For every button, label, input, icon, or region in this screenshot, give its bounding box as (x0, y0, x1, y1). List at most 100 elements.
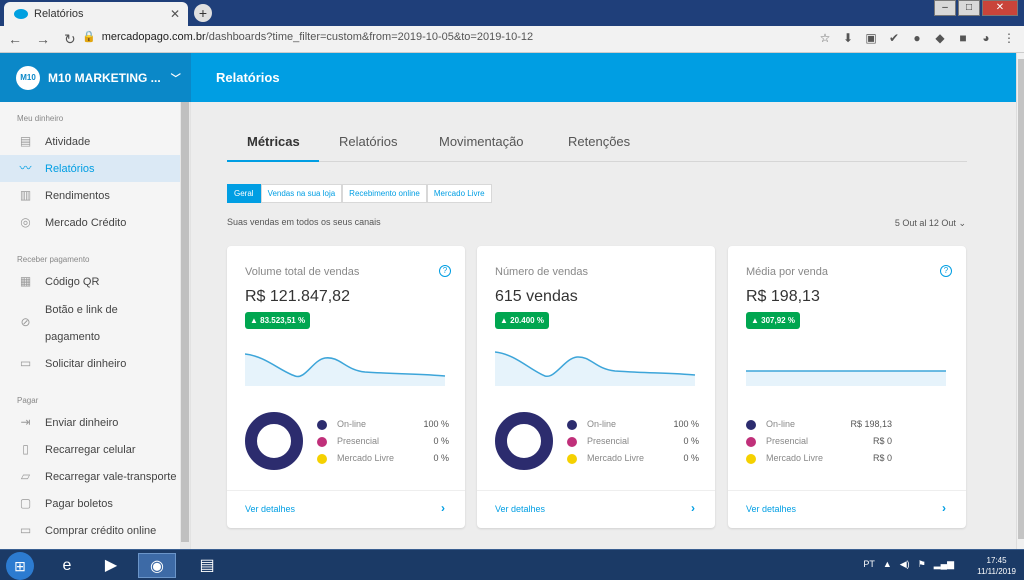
system-clock[interactable]: 17:45 11/11/2019 (977, 555, 1016, 577)
ver-detalhes-link[interactable]: Ver detalhes (245, 504, 296, 514)
chevron-right-icon[interactable]: › (441, 501, 445, 515)
clock-time: 17:45 (986, 556, 1007, 565)
internet-explorer-icon[interactable]: e (62, 557, 72, 574)
tray-expand-icon[interactable]: ▲ (882, 559, 892, 569)
sparkline-area (495, 352, 695, 386)
card-footer[interactable]: Ver detalhes › (227, 490, 465, 528)
sidebar-item-label: Solicitar dinheiro (45, 357, 127, 370)
sidebar-item-relatorios[interactable]: 〰 Relatórios (0, 155, 180, 182)
sidebar-scrollbar-thumb[interactable] (181, 102, 189, 542)
language-indicator[interactable]: PT (863, 559, 875, 569)
browser-tab[interactable]: Relatórios ✕ (4, 2, 188, 26)
filter-geral[interactable]: Geral (227, 184, 261, 203)
start-button-icon[interactable]: ⊞ (6, 552, 34, 580)
chevron-down-icon: ﹀ (170, 74, 181, 85)
back-icon[interactable]: ← (8, 31, 22, 47)
box-extension-icon[interactable]: ■ (959, 31, 967, 45)
help-icon[interactable]: ? (439, 265, 451, 277)
puzzle-extension-icon[interactable]: ◆ (935, 31, 945, 45)
sidebar-item-vale-transporte[interactable]: ▱ Recarregar vale-transporte (0, 463, 180, 490)
close-tab-icon[interactable]: ✕ (169, 7, 180, 21)
new-tab-button[interactable]: + (194, 4, 212, 22)
sidebar-item-label: Pagar boletos (45, 497, 113, 510)
sidebar-item-label: Recarregar vale-transporte (45, 470, 177, 483)
sidebar-item-codigo-qr[interactable]: ▦ Código QR (0, 268, 180, 295)
reload-icon[interactable]: ↻ (64, 31, 76, 47)
filter-recebimento-online[interactable]: Recebimento online (342, 184, 427, 203)
sidebar-item-botao-link[interactable]: ⊘ Botão e link de pagamento (0, 295, 180, 349)
window-controls: – □ ✕ (932, 0, 1018, 16)
volume-icon[interactable]: ◀) (899, 559, 910, 569)
sidebar-item-enviar-dinheiro[interactable]: ⇥ Enviar dinheiro (0, 409, 180, 436)
channel-donut-chart (495, 412, 553, 470)
sparkline-area (746, 371, 946, 386)
legend-label: Presencial (337, 436, 380, 446)
media-player-icon[interactable]: ▶ (104, 557, 118, 574)
circle-extension-icon[interactable]: ● (913, 31, 921, 45)
minimize-button[interactable]: – (934, 0, 956, 16)
bookmark-star-icon[interactable]: ☆ (819, 31, 831, 45)
date-range-selector[interactable]: 5 Out al 12 Out ⌄ (895, 218, 966, 229)
ver-detalhes-link[interactable]: Ver detalhes (746, 504, 797, 514)
sidebar: Meu dinheiro ▤ Atividade 〰 Relatórios ▥ … (0, 102, 191, 549)
card-icon: ▭ (19, 523, 32, 537)
maximize-button[interactable]: □ (958, 0, 980, 16)
network-icon[interactable]: ▂▄▆ (933, 559, 954, 569)
legend-dot (746, 420, 756, 430)
tab-relatorios[interactable]: Relatórios (339, 134, 398, 149)
sidebar-item-label: Código QR (45, 275, 100, 288)
phone-icon: ▯ (22, 442, 29, 456)
tab-metricas[interactable]: Métricas (247, 134, 300, 149)
chevron-right-icon[interactable]: › (691, 501, 695, 515)
sidebar-scrollbar[interactable] (180, 102, 190, 549)
file-explorer-icon[interactable]: ▤ (199, 557, 215, 574)
metric-card-volume: Volume total de vendas ? R$ 121.847,82 ▲… (227, 246, 465, 528)
filter-mercado-livre[interactable]: Mercado Livre (426, 184, 492, 203)
flag-icon[interactable]: ⚑ (917, 559, 926, 569)
help-icon[interactable]: ? (940, 265, 952, 277)
chevron-right-icon[interactable]: › (942, 501, 946, 515)
card-footer[interactable]: Ver detalhes › (477, 490, 715, 528)
system-tray: PT ▲ ◀) ⚑ ▂▄▆ (863, 559, 954, 570)
tab-title: Relatórios (34, 8, 84, 20)
sidebar-item-label: Mercado Crédito (45, 216, 127, 229)
growth-badge: ▲ 83.523,51 % (245, 312, 311, 329)
card-value: 615 vendas (495, 288, 578, 305)
menu-icon[interactable]: ⋮ (1003, 31, 1015, 45)
sparkline-line (495, 351, 696, 377)
sparkline-chart (746, 370, 946, 386)
page-scrollbar[interactable] (1016, 53, 1024, 549)
chrome-icon[interactable]: ◉ (138, 553, 176, 578)
tab-movimentacao[interactable]: Movimentação (439, 134, 524, 149)
sidebar-item-solicitar-dinheiro[interactable]: ▭ Solicitar dinheiro (0, 350, 180, 377)
sidebar-item-rendimentos[interactable]: ▥ Rendimentos (0, 182, 180, 209)
tab-retencoes[interactable]: Retenções (568, 134, 631, 149)
check-extension-icon[interactable]: ✔ (888, 31, 900, 45)
account-switcher[interactable]: M10 M10 MARKETING ... ﹀ (0, 53, 191, 102)
section-label-pagar: Pagar (17, 396, 39, 405)
pdf-extension-icon[interactable]: ▣ (865, 31, 877, 45)
sidebar-item-pagar-boletos[interactable]: ▢ Pagar boletos (0, 490, 180, 517)
legend-label: On-line (337, 419, 367, 429)
download-extension-icon[interactable]: ⬇ (842, 31, 854, 45)
legend-row-mercado-livre: Mercado Livre R$ 0 (746, 452, 892, 469)
close-window-button[interactable]: ✕ (982, 0, 1018, 16)
date-range-label: 5 Out al 12 Out (894, 218, 956, 228)
sidebar-item-atividade[interactable]: ▤ Atividade (0, 128, 180, 155)
address-bar[interactable]: 🔒 mercadopago.com.br /dashboards?time_fi… (82, 30, 533, 44)
bill-icon: ▢ (19, 496, 32, 510)
legend-value: R$ 198,13 (850, 419, 892, 429)
forward-icon[interactable]: → (36, 31, 50, 47)
legend-dot (317, 420, 327, 430)
legend-dot (317, 454, 327, 464)
legend-value: 0 % (683, 453, 699, 463)
sidebar-item-comprar-credito[interactable]: ▭ Comprar crédito online (0, 517, 180, 544)
sidebar-item-recarregar-celular[interactable]: ▯ Recarregar celular (0, 436, 180, 463)
page-scrollbar-thumb[interactable] (1018, 59, 1024, 539)
sidebar-item-mercado-credito[interactable]: ◎ Mercado Crédito (0, 209, 180, 236)
profile-avatar-icon[interactable]: ◕ (982, 31, 990, 45)
ver-detalhes-link[interactable]: Ver detalhes (495, 504, 546, 514)
filter-vendas-loja[interactable]: Vendas na sua loja (260, 184, 343, 203)
chevron-down-icon: ⌄ (958, 218, 966, 228)
card-footer[interactable]: Ver detalhes › (728, 490, 966, 528)
